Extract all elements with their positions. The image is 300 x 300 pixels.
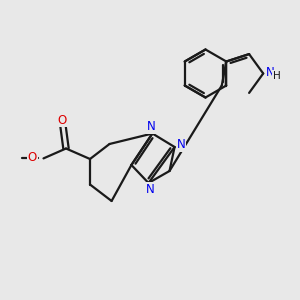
Text: N: N [177, 138, 186, 151]
Text: O: O [58, 113, 67, 127]
Text: H: H [273, 71, 280, 81]
Text: N: N [146, 120, 155, 134]
Text: N: N [266, 66, 274, 79]
Text: O: O [28, 151, 37, 164]
Text: N: N [146, 183, 154, 196]
